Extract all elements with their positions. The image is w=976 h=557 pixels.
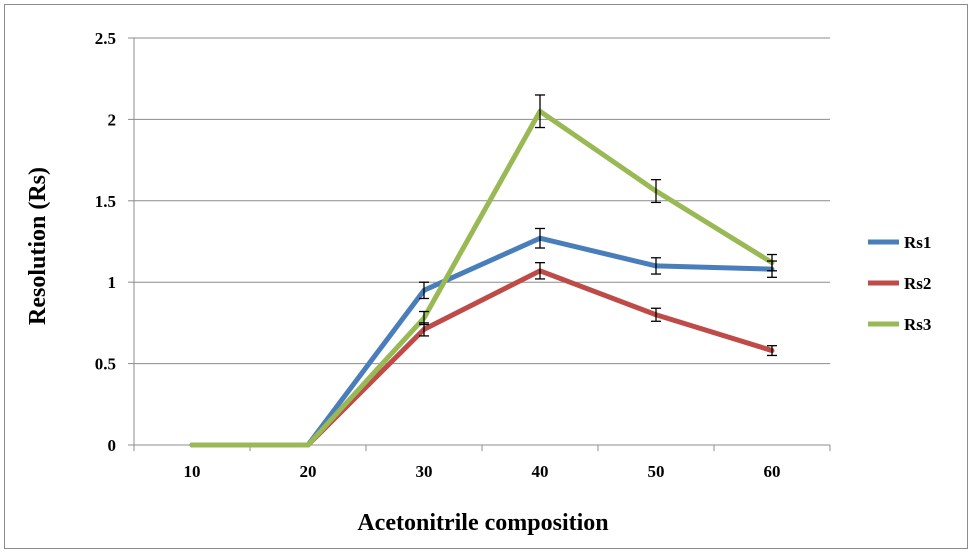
error-bar [651, 257, 661, 275]
y-tick-label: 0.5 [95, 355, 116, 374]
y-tick-label: 1.5 [95, 192, 116, 211]
x-tick-labels: 10 20 30 40 50 60 [184, 462, 781, 481]
x-tick-label: 50 [648, 462, 665, 481]
x-tick-label: 60 [764, 462, 781, 481]
legend-label: Rs1 [904, 233, 931, 252]
series-line-rs2 [189, 268, 775, 448]
x-tick-label: 40 [532, 462, 549, 481]
error-bar [535, 262, 545, 280]
x-axis-title: Acetonitrile composition [357, 510, 608, 536]
x-tick-label: 30 [416, 462, 433, 481]
x-tick-label: 10 [184, 462, 201, 481]
gridlines [128, 37, 830, 446]
legend-label: Rs3 [904, 315, 931, 334]
error-bar [651, 307, 661, 322]
error-bar [651, 178, 661, 204]
legend-label: Rs2 [904, 274, 931, 293]
error-bar [767, 345, 777, 357]
error-bar [535, 227, 545, 249]
error-bar [767, 253, 777, 272]
series-line-rs1 [189, 235, 775, 448]
series-lines [189, 108, 775, 448]
y-axis-title: Resolution (Rs) [25, 167, 51, 325]
y-tick-label: 2 [108, 110, 117, 129]
legend-item-rs2: Rs2 [868, 274, 931, 293]
error-bars [419, 94, 777, 357]
y-tick-label: 1 [108, 273, 117, 292]
y-tick-label: 2.5 [95, 29, 116, 48]
legend-item-rs1: Rs1 [868, 233, 931, 252]
error-bar [535, 94, 545, 129]
x-tick-label: 20 [300, 462, 317, 481]
legend-item-rs3: Rs3 [868, 315, 931, 334]
y-tick-label: 0 [108, 436, 117, 455]
chart-area [4, 4, 968, 549]
axes [133, 38, 831, 451]
series-line-rs3 [189, 108, 775, 448]
legend: Rs1 Rs2 Rs3 [868, 233, 931, 334]
error-bar [419, 310, 429, 326]
y-tick-labels: 0 0.5 1 1.5 2 2.5 [95, 29, 116, 455]
error-bar [419, 281, 429, 300]
